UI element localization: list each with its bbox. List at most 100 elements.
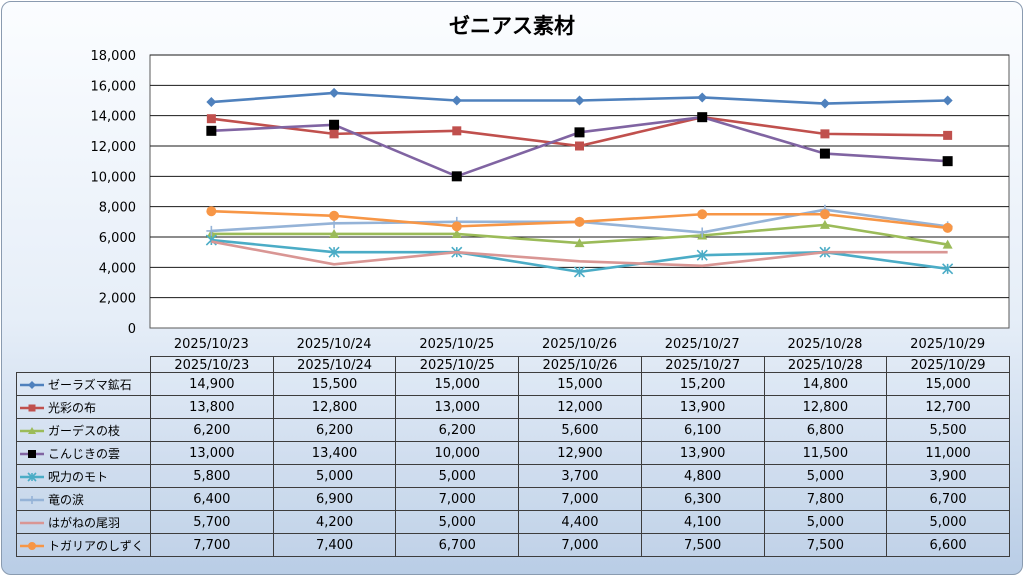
table-cell: 14,900 bbox=[150, 372, 274, 396]
legend-entry: ゼーラズマ鉱石 bbox=[16, 372, 151, 396]
data-point bbox=[28, 427, 36, 434]
chart-title: ゼニアス素材 bbox=[449, 14, 575, 38]
data-point bbox=[27, 472, 37, 482]
table-cell: 6,600 bbox=[886, 533, 1010, 557]
table-cell: 6,200 bbox=[272, 418, 397, 442]
data-point bbox=[28, 404, 36, 412]
table-cell: 6,200 bbox=[395, 418, 520, 442]
table-row: こんじきの雲 13,000 13,400 10,000 12,900 13,900 11,5… bbox=[16, 441, 1010, 465]
table-header-cell: 2025/10/25 bbox=[395, 356, 520, 373]
table-cell: 11,000 bbox=[886, 441, 1010, 465]
table-row: ガーデスの枝 6,200 6,200 6,200 5,600 6,100 6,800 5,50… bbox=[16, 418, 1010, 442]
y-tick-label: 6,000 bbox=[99, 231, 136, 246]
data-point bbox=[820, 129, 830, 139]
y-tick-label: 12,000 bbox=[91, 140, 137, 155]
table-cell: 6,900 bbox=[272, 487, 397, 511]
legend-key bbox=[20, 472, 44, 482]
data-point bbox=[451, 228, 462, 238]
table-cell: 4,200 bbox=[272, 510, 397, 534]
y-tick-label: 18,000 bbox=[91, 49, 137, 64]
data-point bbox=[697, 209, 708, 220]
table-cell: 10,000 bbox=[395, 441, 520, 465]
table-header-cell: 2025/10/28 bbox=[763, 356, 888, 373]
legend-label: こんじきの雲 bbox=[48, 446, 121, 461]
table-cell: 7,000 bbox=[518, 533, 642, 557]
table-cell: 3,700 bbox=[518, 464, 642, 488]
legend-key bbox=[20, 404, 44, 412]
legend-key-icon bbox=[19, 471, 45, 483]
series-line bbox=[211, 240, 948, 268]
data-point bbox=[574, 238, 585, 248]
legend-label: 竜の涙 bbox=[48, 492, 85, 507]
table-cell: 7,800 bbox=[763, 487, 888, 511]
data-point bbox=[942, 263, 954, 275]
table-cell: 13,400 bbox=[272, 441, 397, 465]
data-point bbox=[206, 225, 217, 236]
table-cell: 6,200 bbox=[150, 418, 274, 442]
table-row: 呪力のモト 5,800 5,000 5,000 3,700 4,800 5,000 3,900 bbox=[16, 464, 1010, 488]
data-point bbox=[28, 381, 36, 389]
y-tick-label: 0 bbox=[128, 322, 136, 337]
legend-key-icon bbox=[19, 379, 45, 391]
x-tick-label: 2025/10/29 bbox=[910, 337, 985, 352]
table-cell: 7,000 bbox=[395, 487, 520, 511]
legend-label: 呪力のモト bbox=[48, 469, 109, 484]
table-cell: 12,800 bbox=[272, 395, 397, 419]
legend-entry: 光彩の布 bbox=[16, 395, 151, 419]
data-point bbox=[28, 450, 36, 458]
data-point bbox=[329, 210, 340, 221]
legend-key bbox=[20, 450, 44, 458]
data-point bbox=[942, 95, 953, 106]
data-point bbox=[575, 141, 584, 151]
x-tick-label: 2025/10/28 bbox=[787, 337, 862, 352]
y-tick-label: 10,000 bbox=[91, 170, 137, 185]
legend-entry: こんじきの雲 bbox=[16, 441, 151, 465]
legend-entry: ガーデスの枝 bbox=[16, 418, 151, 442]
table-cell: 6,300 bbox=[640, 487, 765, 511]
table-cell: 5,000 bbox=[763, 510, 888, 534]
table-header-cell: 2025/10/23 bbox=[150, 356, 274, 373]
table-cell: 12,000 bbox=[518, 395, 642, 419]
data-point bbox=[697, 92, 708, 103]
data-point bbox=[574, 127, 585, 138]
table-cell: 4,100 bbox=[640, 510, 765, 534]
table-row: 竜の涙 6,400 6,900 7,000 7,000 6,300 7,800 6,700 bbox=[16, 487, 1010, 511]
table-cell: 4,800 bbox=[640, 464, 765, 488]
legend-entry: 竜の涙 bbox=[16, 487, 151, 511]
data-point bbox=[697, 227, 708, 238]
table-cell: 6,400 bbox=[150, 487, 274, 511]
table-row: トガリアのしずく 7,700 7,400 6,700 7,000 7,500 7,500 6,… bbox=[16, 533, 1010, 557]
data-point bbox=[206, 97, 217, 108]
table-row: 光彩の布 13,800 12,800 13,000 12,000 13,900 12,800… bbox=[16, 395, 1010, 419]
legend-key-icon bbox=[19, 425, 45, 437]
legend-entry: トガリアのしずく bbox=[16, 533, 151, 557]
data-point bbox=[942, 239, 953, 249]
table-cell: 5,500 bbox=[886, 418, 1010, 442]
data-point bbox=[451, 95, 462, 106]
data-point bbox=[697, 112, 708, 123]
table-cell: 5,000 bbox=[395, 510, 520, 534]
table-cell: 5,000 bbox=[272, 464, 397, 488]
table-cell: 5,000 bbox=[395, 464, 520, 488]
table-header-cell: 2025/10/27 bbox=[640, 356, 765, 373]
legend-label: 光彩の布 bbox=[48, 400, 97, 415]
table-cell: 7,500 bbox=[640, 533, 765, 557]
table-cell: 13,800 bbox=[150, 395, 274, 419]
data-point bbox=[574, 95, 585, 106]
table-cell: 11,500 bbox=[763, 441, 888, 465]
table-cell: 5,000 bbox=[886, 510, 1010, 534]
table-cell: 7,500 bbox=[763, 533, 888, 557]
table-cell: 5,000 bbox=[763, 464, 888, 488]
y-tick-label: 4,000 bbox=[99, 261, 136, 276]
table-header-cell: 2025/10/24 bbox=[272, 356, 397, 373]
y-tick-label: 16,000 bbox=[91, 79, 137, 94]
table-row: はがねの尾羽 5,700 4,200 5,000 4,400 4,100 5,000 5,00… bbox=[16, 510, 1010, 534]
table-header-cell: 2025/10/26 bbox=[518, 356, 642, 373]
table-cell: 4,400 bbox=[518, 510, 642, 534]
y-tick-label: 14,000 bbox=[91, 110, 137, 125]
data-point bbox=[943, 130, 953, 140]
table-cell: 13,000 bbox=[150, 441, 274, 465]
table-cell: 5,800 bbox=[150, 464, 274, 488]
data-point bbox=[696, 249, 708, 261]
legend-key-icon bbox=[19, 494, 45, 506]
